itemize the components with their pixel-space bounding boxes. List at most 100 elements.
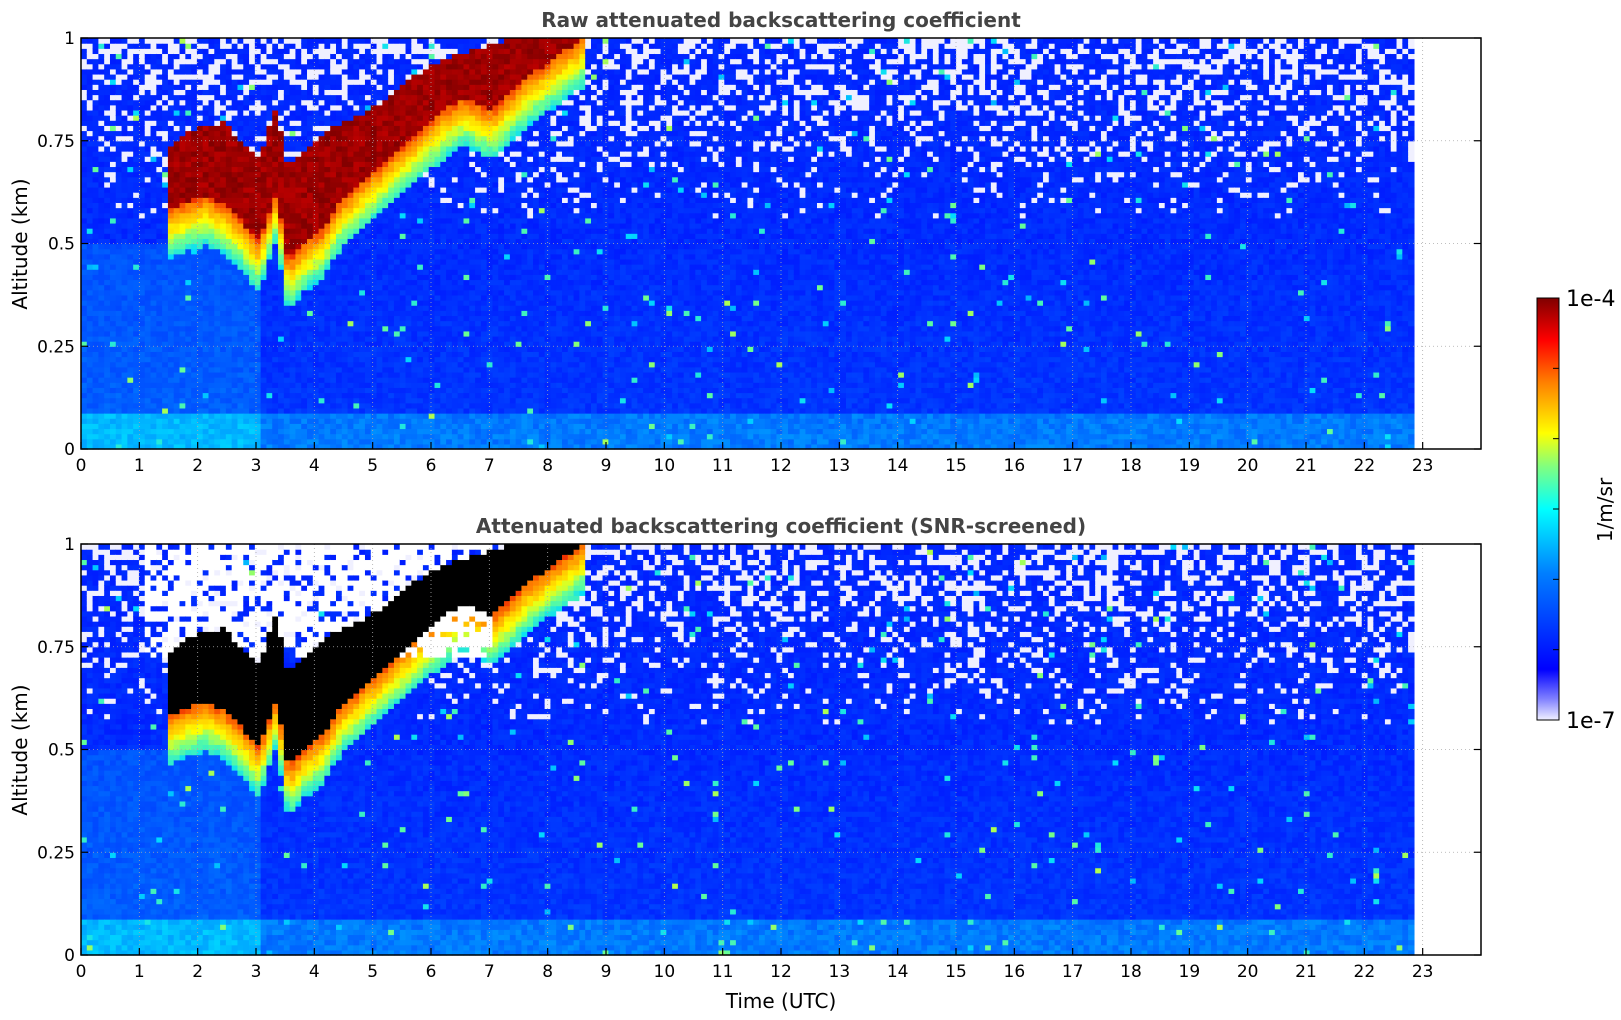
- heatmap-cell: [214, 172, 220, 178]
- heatmap-cell: [406, 110, 412, 116]
- heatmap-cell: [348, 79, 354, 85]
- heatmap-cell: [382, 382, 388, 388]
- heatmap-cell: [168, 161, 174, 167]
- heatmap-cell: [272, 295, 278, 301]
- heatmap-cell: [417, 362, 423, 368]
- heatmap-cell: [261, 326, 267, 332]
- heatmap-cell: [377, 192, 383, 198]
- heatmap-cell: [278, 125, 284, 131]
- heatmap-cell: [232, 192, 238, 198]
- heatmap-cell: [174, 408, 180, 414]
- heatmap-cell: [243, 161, 249, 167]
- heatmap-cell: [365, 254, 371, 260]
- heatmap-cell: [284, 367, 290, 373]
- heatmap-cell: [342, 218, 348, 224]
- heatmap-cell: [336, 428, 342, 434]
- heatmap-cell: [214, 372, 220, 378]
- heatmap-cell: [435, 69, 441, 75]
- heatmap-cell: [226, 418, 232, 424]
- heatmap-cell: [353, 161, 359, 167]
- heatmap-cell: [214, 357, 220, 363]
- heatmap-cell: [116, 321, 122, 327]
- heatmap-cell: [185, 110, 191, 116]
- heatmap-cell: [209, 403, 215, 409]
- heatmap-cell: [145, 95, 151, 101]
- heatmap-cell: [319, 146, 325, 152]
- heatmap-cell: [394, 59, 400, 65]
- heatmap-cell: [429, 357, 435, 363]
- heatmap-cell: [411, 177, 417, 183]
- heatmap-cell: [209, 259, 215, 265]
- heatmap-cell: [377, 89, 383, 95]
- heatmap-cell: [394, 182, 400, 188]
- heatmap-cell: [139, 177, 145, 183]
- heatmap-cell: [353, 362, 359, 368]
- heatmap-cell: [98, 38, 104, 44]
- heatmap-cell: [81, 244, 87, 250]
- heatmap-cell: [435, 382, 441, 388]
- heatmap-cell: [87, 89, 93, 95]
- heatmap-cell: [313, 64, 319, 70]
- heatmap-cell: [295, 233, 301, 239]
- heatmap-cell: [429, 84, 435, 90]
- heatmap-cell: [388, 182, 394, 188]
- heatmap-cell: [110, 274, 116, 280]
- heatmap-cell: [214, 48, 220, 54]
- heatmap-cell: [110, 43, 116, 49]
- heatmap-cell: [87, 95, 93, 101]
- heatmap-cell: [226, 331, 232, 337]
- heatmap-cell: [417, 228, 423, 234]
- heatmap-cell: [168, 423, 174, 429]
- heatmap-cell: [122, 213, 128, 219]
- heatmap-cell: [122, 69, 128, 75]
- heatmap-cell: [139, 53, 145, 59]
- heatmap-cell: [116, 428, 122, 434]
- heatmap-cell: [127, 105, 133, 111]
- heatmap-cell: [243, 69, 249, 75]
- heatmap-cell: [359, 403, 365, 409]
- heatmap-cell: [382, 187, 388, 193]
- heatmap-cell: [243, 377, 249, 383]
- heatmap-cell: [168, 89, 174, 95]
- heatmap-cell: [429, 146, 435, 152]
- heatmap-cell: [122, 315, 128, 321]
- heatmap-cell: [359, 197, 365, 203]
- heatmap-cell: [249, 315, 255, 321]
- heatmap-cell: [214, 69, 220, 75]
- heatmap-cell: [139, 382, 145, 388]
- heatmap-cell: [162, 141, 168, 147]
- heatmap-cell: [330, 331, 336, 337]
- heatmap-cell: [295, 315, 301, 321]
- heatmap-cell: [319, 100, 325, 106]
- heatmap-cell: [284, 208, 290, 214]
- heatmap-cell: [255, 202, 261, 208]
- heatmap-cell: [301, 315, 307, 321]
- heatmap-cell: [214, 259, 220, 265]
- heatmap-cell: [382, 69, 388, 75]
- heatmap-cell: [156, 305, 162, 311]
- heatmap-cell: [197, 115, 203, 121]
- heatmap-cell: [388, 315, 394, 321]
- heatmap-cell: [319, 336, 325, 342]
- heatmap-cell: [266, 74, 272, 80]
- heatmap-cell: [191, 285, 197, 291]
- heatmap-cell: [284, 100, 290, 106]
- heatmap-cell: [104, 156, 110, 162]
- heatmap-cell: [342, 89, 348, 95]
- heatmap-cell: [156, 434, 162, 440]
- heatmap-cell: [290, 274, 296, 280]
- heatmap-cell: [429, 197, 435, 203]
- heatmap-cell: [440, 377, 446, 383]
- heatmap-cell: [278, 398, 284, 404]
- heatmap-cell: [278, 305, 284, 311]
- heatmap-cell: [87, 182, 93, 188]
- heatmap-cell: [336, 202, 342, 208]
- heatmap-cell: [301, 192, 307, 198]
- heatmap-cell: [429, 290, 435, 296]
- heatmap-cell: [87, 315, 93, 321]
- heatmap-cell: [400, 259, 406, 265]
- heatmap-cell: [237, 315, 243, 321]
- heatmap-cell: [278, 38, 284, 44]
- heatmap-cell: [81, 89, 87, 95]
- heatmap-cell: [313, 187, 319, 193]
